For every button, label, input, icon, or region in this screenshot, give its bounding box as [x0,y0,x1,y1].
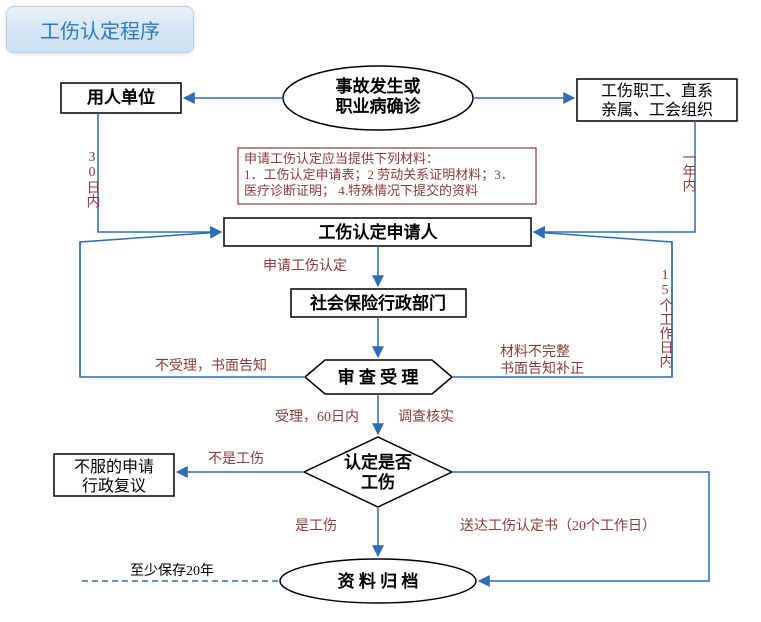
node-note-line1: 申请工伤认定应当提供下列材料： [244,151,439,166]
label-incomplete1: 材料不完整 [500,344,570,360]
label-30days: 30日内 [85,150,100,209]
label-deliver: 送达工伤认定书（20个工作日） [460,518,656,534]
node-appeal-line1: 不服的申请 [74,458,154,476]
label-reject: 不受理，书面告知 [155,357,267,374]
node-note-line3: 医疗诊断证明； 4.特殊情况下提交的资料 [244,183,478,199]
edge-review-reject [80,232,305,377]
label-keep: 至少保存20年 [130,563,214,579]
edge-relatives-applicant [534,121,695,232]
label-investigate: 调查核实 [398,409,454,425]
label-notinjury: 不是工伤 [208,451,264,467]
node-relatives-line1: 工伤职工、直系 [601,82,713,100]
node-appeal-line2: 行政复议 [82,477,146,495]
node-archive-label: 资 料 归 档 [338,571,419,591]
node-employer-label: 用人单位 [87,87,155,107]
node-incident-line1: 事故发生或 [336,76,421,96]
label-accept: 受理，60日内 [275,409,359,425]
edge-employer-applicant [98,113,221,232]
label-15days: 15个工作日内 [658,268,674,369]
node-relatives-line2: 亲属、工会组织 [601,101,713,119]
node-admin-label: 社会保险行政部门 [309,293,446,313]
node-review-label: 审 查 受 理 [338,367,419,387]
label-apply: 申请工伤认定 [263,258,347,274]
node-decide-line2: 工伤 [361,472,395,492]
node-decide-line1: 认定是否 [344,452,412,472]
node-incident-line2: 职业病确诊 [336,96,422,116]
flowchart-canvas: 事故发生或 职业病确诊 用人单位 工伤职工、直系 亲属、工会组织 申请工伤认定应… [0,0,761,622]
label-1year: 一年内 [681,150,697,193]
node-note-line2: 1．工伤认定申请表；2 劳动关系证明材料；3． [244,167,514,183]
node-decide [304,437,452,507]
label-isinjury: 是工伤 [295,518,337,534]
label-incomplete2: 书面告知补正 [500,360,584,377]
node-applicant-label: 工伤认定申请人 [319,222,439,242]
